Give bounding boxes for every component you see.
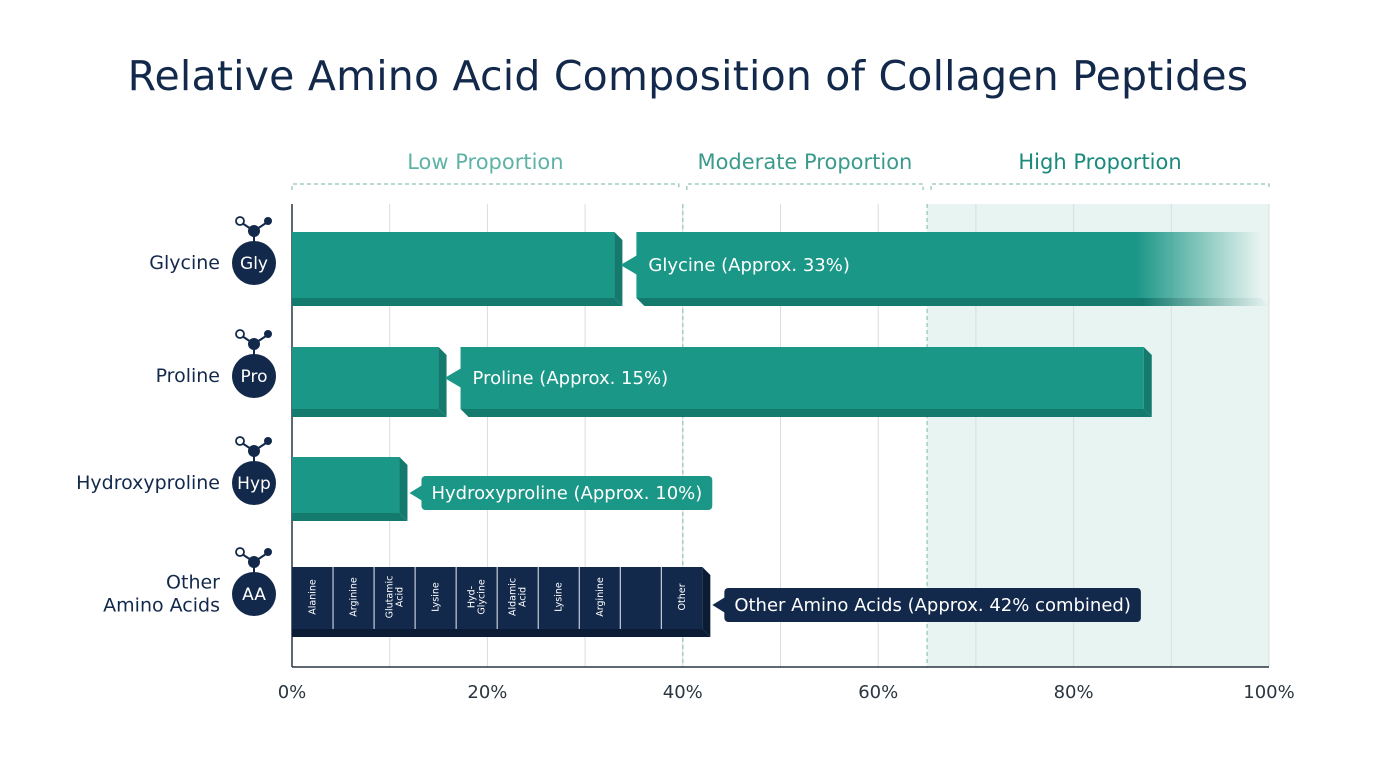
annotation-pointer xyxy=(444,368,462,388)
annotation-text: Hydroxyproline (Approx. 10%) xyxy=(431,483,702,504)
category-label: Amino Acids xyxy=(103,595,220,617)
segment-label: Aldamic xyxy=(508,578,519,616)
abbr-badge xyxy=(232,354,276,398)
annotation-text: Glycine (Approx. 33%) xyxy=(648,255,849,276)
abbr-label: Gly xyxy=(240,254,268,274)
bar-bottom-face xyxy=(292,629,711,637)
category-label: Glycine xyxy=(149,252,220,274)
bar-pro: Proline (Approx. 15%) xyxy=(292,347,1152,417)
segment-label: Acid xyxy=(518,587,529,607)
annotation-pill xyxy=(421,476,713,510)
zone-bracket xyxy=(930,183,1270,190)
annotation-pill xyxy=(724,588,1141,622)
abbr-badge xyxy=(232,241,276,285)
segment-label: Acid xyxy=(395,587,406,607)
segment-label: Lysine xyxy=(431,582,442,612)
annotation-bar xyxy=(636,232,1261,298)
x-tick-label: 0% xyxy=(278,682,307,703)
segment-label: Glycine xyxy=(477,579,488,615)
zone-bracket xyxy=(686,183,924,190)
bar xyxy=(292,347,439,409)
segment-label: Lysine xyxy=(554,582,565,612)
molecule-icon xyxy=(235,216,272,243)
x-tick-label: 40% xyxy=(663,682,703,703)
annotation-text: Proline (Approx. 15%) xyxy=(473,368,669,389)
bar-side-face xyxy=(438,347,447,417)
segment-label: Arginine xyxy=(595,577,606,617)
x-tick-label: 60% xyxy=(858,682,898,703)
abbr-label: AA xyxy=(242,585,266,605)
x-tick-label: 20% xyxy=(467,682,507,703)
segment-label: Hyd- xyxy=(467,586,478,608)
abbr-label: Pro xyxy=(241,367,268,387)
bar-bottom-face xyxy=(292,409,447,417)
abbr-label: Hyp xyxy=(237,474,271,494)
annotation-bar-side xyxy=(1143,347,1152,417)
annotation-bar xyxy=(460,347,1144,409)
bar-side-face xyxy=(614,232,623,306)
molecule-icon xyxy=(235,436,272,463)
annotation-pointer xyxy=(712,597,726,613)
bar xyxy=(292,232,615,298)
bar-side-face xyxy=(702,567,711,637)
annotation-bar-bottom xyxy=(460,409,1152,417)
molecule-icon xyxy=(235,329,272,356)
abbr-badge xyxy=(232,461,276,505)
bar-aa: Alanine Arginine Glutamic Acid Lysine Hyd- Gly… xyxy=(292,567,1141,637)
annotation-pointer xyxy=(409,485,423,501)
chart-title: Relative Amino Acid Composition of Colla… xyxy=(127,52,1249,100)
zone-bracket xyxy=(291,183,680,190)
annotation-text: Other Amino Acids (Approx. 42% combined) xyxy=(734,595,1131,616)
segment-label: Glutamic xyxy=(385,576,396,619)
bar xyxy=(292,457,400,513)
abbr-badge xyxy=(232,572,276,616)
zone-label: Low Proportion xyxy=(407,150,563,174)
bar-gly: Glycine (Approx. 33%) xyxy=(292,232,1269,306)
segment-label: Other xyxy=(677,583,688,610)
category-label: Hydroxyproline xyxy=(76,472,220,494)
zone-label: Moderate Proportion xyxy=(697,150,912,174)
segment-label: Arginine xyxy=(349,577,360,617)
segment-label: Alanine xyxy=(308,579,319,615)
annotation-pointer xyxy=(620,255,638,275)
bar-bottom-face xyxy=(292,513,408,521)
bar-bottom-face xyxy=(292,298,623,306)
molecule-icon xyxy=(235,547,272,574)
annotation-bar-bottom xyxy=(636,298,1269,306)
x-tick-label: 80% xyxy=(1054,682,1094,703)
bar-hyp: Hydroxyproline (Approx. 10%) xyxy=(292,457,713,521)
zone-label: High Proportion xyxy=(1018,150,1181,174)
bar-side-face xyxy=(399,457,408,521)
x-tick-label: 100% xyxy=(1243,682,1294,703)
category-label: Other xyxy=(166,572,220,594)
category-label: Proline xyxy=(156,365,220,387)
